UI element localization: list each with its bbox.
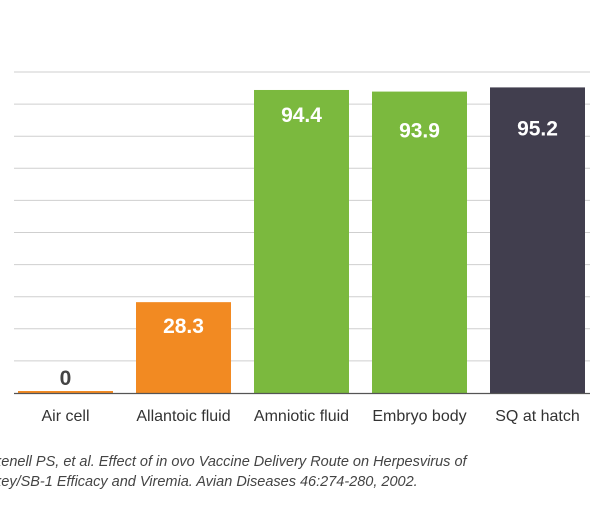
category-label: Embryo body xyxy=(372,408,466,425)
citation-line-1: kenell PS, et al. Effect of in ovo Vacci… xyxy=(0,454,467,470)
category-label: Air cell xyxy=(41,408,89,425)
citation: kenell PS, et al. Effect of in ovo Vacci… xyxy=(0,452,590,492)
bar-amniotic-fluid xyxy=(254,89,349,393)
bars xyxy=(18,87,585,394)
value-labels: 0 28.3 94.4 93.9 95.2 xyxy=(60,104,558,390)
value-label: 0 xyxy=(60,367,72,390)
bar-air-cell xyxy=(18,391,113,393)
value-label: 94.4 xyxy=(281,104,322,127)
bar-sq-at-hatch xyxy=(490,87,585,394)
x-axis: Air cell Allantoic fluid Amniotic fluid Emb… xyxy=(14,392,590,425)
value-label: 95.2 xyxy=(517,117,558,140)
category-label: SQ at hatch xyxy=(495,408,580,425)
category-label: Amniotic fluid xyxy=(254,408,349,425)
bar-chart: 0 28.3 94.4 93.9 95.2 Air cell Allantoic flui… xyxy=(14,71,590,425)
value-label: 93.9 xyxy=(399,120,440,143)
bar-allantoic-fluid xyxy=(136,302,231,393)
value-label: 28.3 xyxy=(163,315,204,338)
bar-embryo-body xyxy=(372,91,467,394)
citation-line-2: key/SB-1 Efficacy and Viremia. Avian Dis… xyxy=(0,474,418,490)
category-label: Allantoic fluid xyxy=(136,408,230,425)
